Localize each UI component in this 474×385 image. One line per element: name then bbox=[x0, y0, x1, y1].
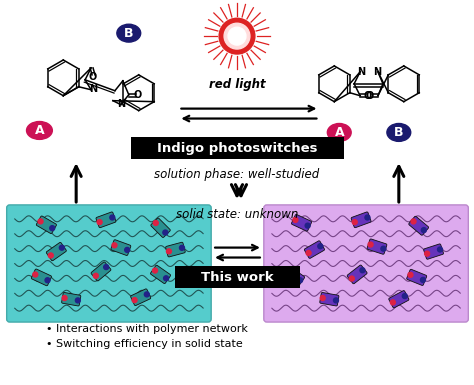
Circle shape bbox=[110, 215, 115, 220]
Text: red light: red light bbox=[209, 78, 265, 91]
Circle shape bbox=[287, 270, 292, 275]
Circle shape bbox=[306, 251, 311, 255]
Circle shape bbox=[62, 296, 67, 301]
FancyBboxPatch shape bbox=[389, 291, 409, 308]
FancyBboxPatch shape bbox=[31, 269, 52, 286]
Text: solid state: unknown: solid state: unknown bbox=[176, 208, 298, 221]
Circle shape bbox=[293, 218, 298, 223]
FancyBboxPatch shape bbox=[320, 293, 339, 306]
FancyBboxPatch shape bbox=[131, 137, 344, 159]
Circle shape bbox=[38, 219, 43, 224]
Text: solution phase: well-studied: solution phase: well-studied bbox=[155, 167, 319, 181]
Text: O: O bbox=[134, 90, 142, 100]
Circle shape bbox=[334, 298, 338, 303]
Ellipse shape bbox=[27, 122, 52, 139]
Circle shape bbox=[402, 294, 407, 298]
FancyBboxPatch shape bbox=[36, 216, 56, 234]
Circle shape bbox=[75, 298, 80, 303]
FancyBboxPatch shape bbox=[347, 265, 367, 284]
Circle shape bbox=[125, 248, 130, 253]
FancyBboxPatch shape bbox=[424, 244, 444, 259]
Circle shape bbox=[349, 276, 354, 281]
Circle shape bbox=[421, 228, 426, 233]
FancyBboxPatch shape bbox=[351, 212, 371, 228]
FancyBboxPatch shape bbox=[151, 218, 170, 238]
FancyBboxPatch shape bbox=[284, 267, 305, 286]
FancyBboxPatch shape bbox=[367, 239, 387, 254]
FancyBboxPatch shape bbox=[304, 241, 325, 258]
Circle shape bbox=[33, 272, 38, 277]
Circle shape bbox=[45, 278, 50, 283]
FancyBboxPatch shape bbox=[7, 205, 211, 322]
Circle shape bbox=[153, 268, 157, 273]
Text: N: N bbox=[373, 67, 381, 77]
Circle shape bbox=[59, 245, 64, 250]
Circle shape bbox=[318, 244, 323, 249]
FancyBboxPatch shape bbox=[46, 243, 66, 261]
FancyBboxPatch shape bbox=[131, 289, 151, 306]
Text: O: O bbox=[366, 91, 374, 101]
Text: • Switching efficiency in solid state: • Switching efficiency in solid state bbox=[46, 339, 243, 349]
Circle shape bbox=[163, 230, 168, 235]
FancyBboxPatch shape bbox=[111, 240, 131, 256]
FancyBboxPatch shape bbox=[407, 269, 427, 285]
FancyBboxPatch shape bbox=[165, 242, 185, 257]
Circle shape bbox=[48, 253, 53, 258]
Circle shape bbox=[219, 18, 255, 54]
Circle shape bbox=[164, 276, 169, 281]
Circle shape bbox=[180, 245, 184, 250]
Text: N: N bbox=[117, 99, 125, 109]
Text: O: O bbox=[364, 91, 372, 101]
FancyBboxPatch shape bbox=[264, 205, 468, 322]
Circle shape bbox=[391, 300, 395, 305]
Circle shape bbox=[408, 272, 413, 277]
Circle shape bbox=[368, 242, 373, 247]
FancyBboxPatch shape bbox=[96, 212, 116, 228]
FancyBboxPatch shape bbox=[151, 265, 171, 284]
FancyBboxPatch shape bbox=[292, 214, 311, 231]
Circle shape bbox=[224, 23, 250, 49]
Text: • Interactions with polymer network: • Interactions with polymer network bbox=[46, 324, 248, 334]
Circle shape bbox=[320, 296, 325, 301]
Text: B: B bbox=[394, 126, 403, 139]
Circle shape bbox=[352, 219, 357, 224]
Circle shape bbox=[93, 273, 98, 278]
Circle shape bbox=[425, 251, 429, 256]
Circle shape bbox=[365, 215, 370, 220]
Text: B: B bbox=[124, 27, 134, 40]
Circle shape bbox=[166, 249, 172, 254]
Ellipse shape bbox=[117, 24, 141, 42]
Circle shape bbox=[132, 298, 137, 303]
Text: O: O bbox=[89, 72, 97, 82]
FancyBboxPatch shape bbox=[409, 216, 428, 235]
Circle shape bbox=[411, 219, 416, 224]
FancyBboxPatch shape bbox=[175, 266, 300, 288]
Circle shape bbox=[298, 278, 302, 283]
Text: A: A bbox=[35, 124, 44, 137]
FancyBboxPatch shape bbox=[62, 293, 81, 306]
Circle shape bbox=[360, 268, 365, 273]
Circle shape bbox=[50, 226, 55, 231]
Circle shape bbox=[104, 264, 109, 269]
Text: Indigo photoswitches: Indigo photoswitches bbox=[157, 142, 317, 155]
Ellipse shape bbox=[328, 124, 351, 141]
Text: A: A bbox=[335, 126, 344, 139]
Text: N: N bbox=[89, 84, 97, 94]
Text: N: N bbox=[357, 67, 365, 77]
Circle shape bbox=[228, 27, 246, 45]
Circle shape bbox=[438, 247, 442, 252]
Text: This work: This work bbox=[201, 271, 273, 284]
FancyBboxPatch shape bbox=[91, 262, 111, 281]
Circle shape bbox=[97, 219, 102, 224]
Circle shape bbox=[112, 243, 117, 248]
Circle shape bbox=[381, 246, 386, 251]
Circle shape bbox=[153, 221, 158, 226]
Circle shape bbox=[145, 292, 149, 297]
Circle shape bbox=[305, 223, 310, 228]
Circle shape bbox=[420, 278, 426, 282]
Ellipse shape bbox=[387, 124, 411, 141]
